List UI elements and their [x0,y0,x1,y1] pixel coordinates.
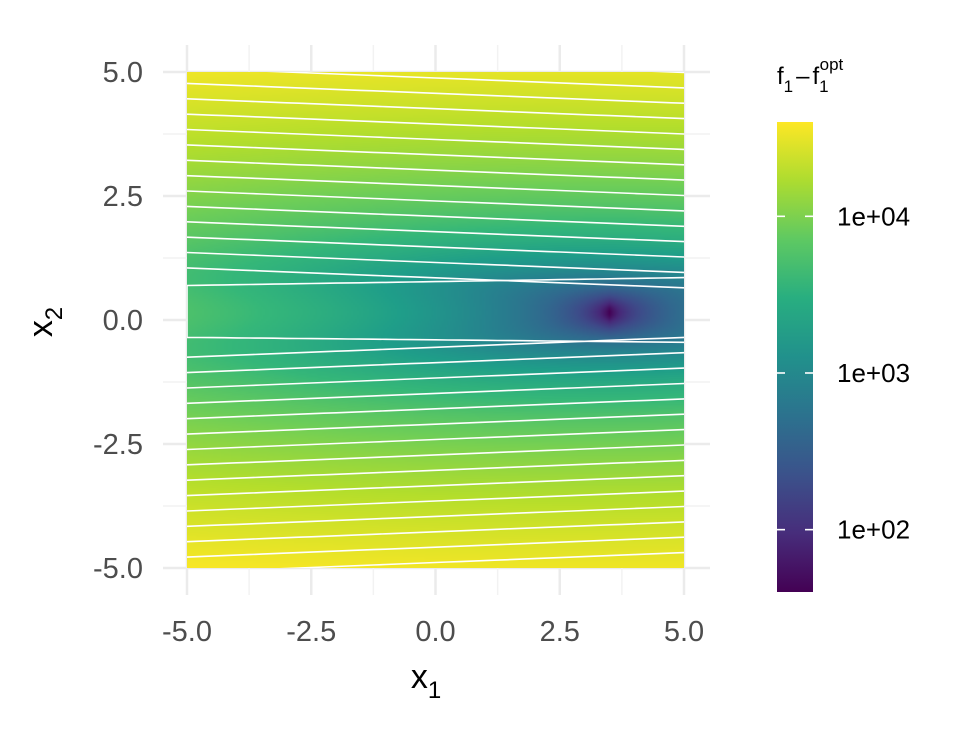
contour-line [266,72,684,89]
colorbar-gradient [777,122,813,592]
y-axis: -5.0 -2.5 0.0 2.5 5.0 [93,57,143,585]
contour-line [187,413,684,435]
contour-line [187,382,684,405]
contour-line [187,98,684,120]
contour-line [187,128,684,151]
contour-line [187,267,684,289]
contour-line [187,536,684,558]
x-tick-label: -5.0 [162,616,212,648]
contour-lines [187,72,684,568]
x-tick-label: 5.0 [664,616,704,648]
y-tick-label: 2.5 [103,181,143,213]
contour-line [278,551,684,568]
colorbar-title-sub2: 1 [819,77,828,96]
x-tick-label: 0.0 [415,616,455,648]
colorbar-title-minus: – [796,63,810,90]
x-axis-title-subscript: 1 [428,677,441,704]
y-axis-title-subscript: 2 [41,307,68,320]
colorbar-ticks: 1e+02 1e+03 1e+04 [777,201,910,545]
contour-line [187,428,684,451]
contour-line [187,444,684,466]
contour-line [187,521,684,543]
contour-line [187,190,684,212]
contour-line [187,474,684,497]
y-tick-label: -2.5 [93,429,143,461]
y-tick-label: 0.0 [103,305,143,337]
contour-line-inner [187,276,684,344]
contour-line [187,159,684,181]
x-tick-label: 2.5 [540,616,580,648]
contour-line [187,336,684,358]
contour-line [187,236,684,258]
x-axis-title: x1 [411,658,441,704]
contour-line [187,367,684,389]
contour-line [187,490,684,512]
y-axis-title: x2 [22,307,68,337]
contour-line [187,205,684,228]
contour-line [187,221,684,243]
y-tick-label: 5.0 [103,57,143,89]
contour-line [187,113,684,135]
contour-line [187,351,684,374]
x-tick-label: -2.5 [286,616,336,648]
colorbar-title-sup: opt [820,55,844,74]
contour-line [187,459,684,481]
heatmap-surface [187,72,684,568]
colorbar-tick-label: 1e+02 [837,515,910,545]
y-tick-label: -5.0 [93,553,143,585]
contour-line [187,144,684,166]
contour-line [187,505,684,528]
contour-line [187,174,684,197]
contour-line [187,398,684,420]
colorbar-title: f1– f1opt [777,55,844,96]
colorbar-title-sub1: 1 [784,77,793,96]
contour-line [187,251,684,274]
colorbar-tick-label: 1e+04 [837,201,910,231]
x-axis: -5.0 -2.5 0.0 2.5 5.0 [162,616,704,648]
contour-line [187,82,684,104]
colorbar-tick-label: 1e+03 [837,358,910,388]
colorbar-title-f2: f [813,63,820,90]
